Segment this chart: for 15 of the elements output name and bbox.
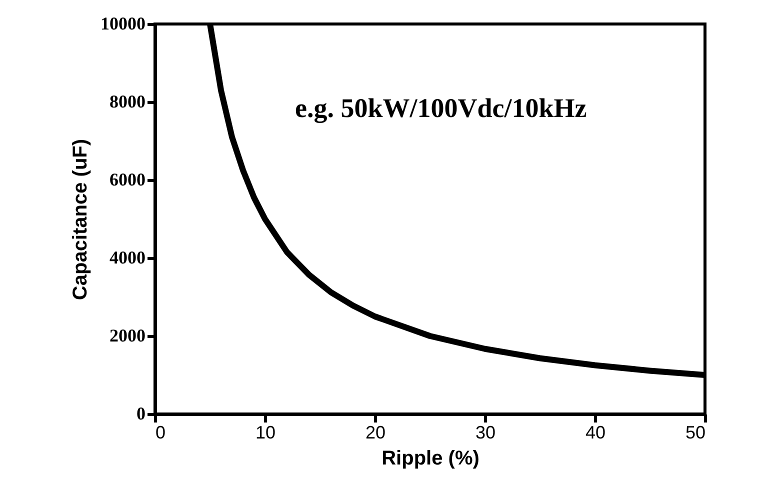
y-tick-label: 10000 bbox=[100, 14, 146, 34]
annotation: e.g. 50kW/100Vdc/10kHz bbox=[295, 93, 587, 123]
y-tick-label: 6000 bbox=[110, 170, 146, 190]
x-tick-label: 10 bbox=[255, 422, 276, 442]
x-tick-label: 40 bbox=[585, 422, 606, 442]
y-tick-label: 2000 bbox=[110, 326, 146, 346]
x-axis-title: Ripple (%) bbox=[382, 448, 480, 470]
x-tick-label: 0 bbox=[156, 422, 166, 442]
x-tick-label: 50 bbox=[685, 422, 706, 442]
y-tick-label: 0 bbox=[136, 404, 146, 424]
y-tick-label: 4000 bbox=[110, 248, 146, 268]
y-axis-title: Capacitance (uF) bbox=[70, 138, 92, 300]
y-tick-label: 8000 bbox=[110, 92, 146, 112]
x-tick-label: 30 bbox=[475, 422, 496, 442]
x-tick-label: 20 bbox=[365, 422, 386, 442]
